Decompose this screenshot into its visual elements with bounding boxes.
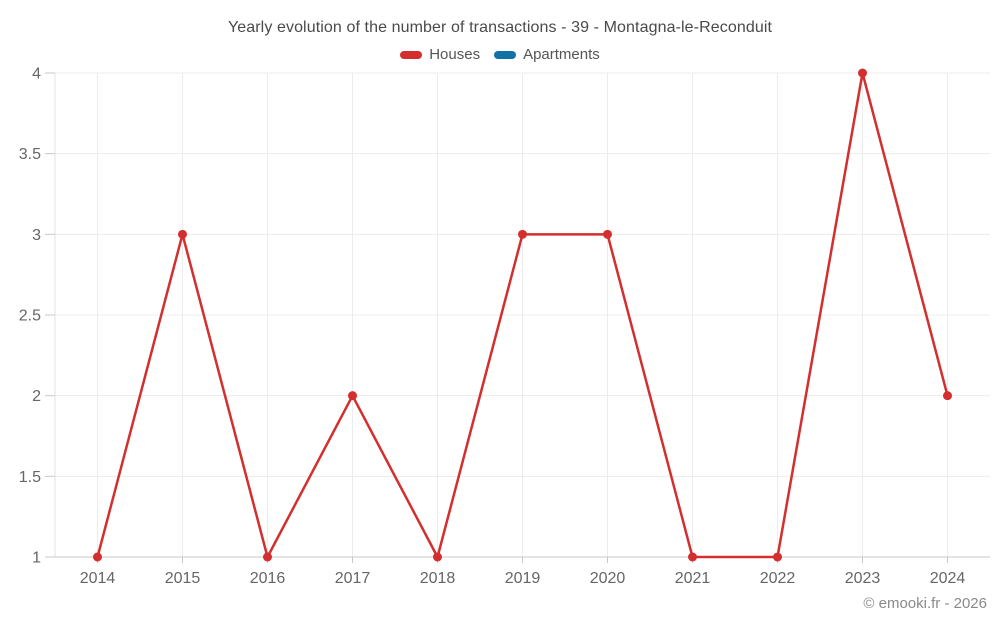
x-tick-label: 2023 — [845, 570, 881, 587]
data-point-houses-2022[interactable] — [773, 552, 782, 562]
data-point-houses-2019[interactable] — [518, 229, 527, 239]
x-tick-label: 2021 — [675, 570, 711, 587]
x-tick-label: 2019 — [505, 570, 541, 587]
x-tick-label: 2022 — [760, 570, 796, 587]
y-tick-label: 1 — [32, 550, 41, 567]
x-tick-label: 2016 — [250, 570, 286, 587]
chart-title: Yearly evolution of the number of transa… — [227, 19, 773, 36]
data-point-houses-2015[interactable] — [178, 229, 187, 239]
x-tick-label: 2017 — [335, 570, 371, 587]
y-tick-label: 4 — [32, 66, 41, 83]
data-point-houses-2023[interactable] — [858, 68, 867, 78]
data-point-houses-2020[interactable] — [603, 229, 612, 239]
y-tick-label: 3 — [32, 227, 41, 244]
legend-item-houses[interactable]: Houses — [400, 46, 480, 63]
y-tick-label: 2 — [32, 388, 41, 405]
x-tick-label: 2014 — [80, 570, 116, 587]
x-tick-label: 2020 — [590, 570, 626, 587]
legend-label-apartments: Apartments — [523, 46, 600, 63]
houses-swatch-icon — [400, 50, 423, 59]
y-tick-label: 1.5 — [19, 469, 41, 486]
apartments-swatch-icon — [494, 50, 517, 59]
y-tick-label: 3.5 — [19, 146, 41, 163]
data-point-houses-2018[interactable] — [433, 552, 442, 562]
data-point-houses-2021[interactable] — [688, 552, 697, 562]
legend-label-houses: Houses — [429, 46, 481, 63]
legend: Houses Apartments — [0, 46, 1000, 63]
y-tick-label: 2.5 — [19, 308, 41, 325]
x-tick-label: 2018 — [420, 570, 456, 587]
data-point-houses-2016[interactable] — [263, 552, 272, 562]
copyright: © emooki.fr - 2026 — [863, 595, 987, 612]
x-tick-label: 2015 — [165, 570, 201, 587]
legend-item-apartments[interactable]: Apartments — [494, 46, 600, 63]
data-point-houses-2014[interactable] — [93, 552, 102, 562]
data-point-houses-2017[interactable] — [348, 391, 357, 401]
data-point-houses-2024[interactable] — [943, 391, 952, 401]
x-tick-label: 2024 — [930, 570, 966, 587]
